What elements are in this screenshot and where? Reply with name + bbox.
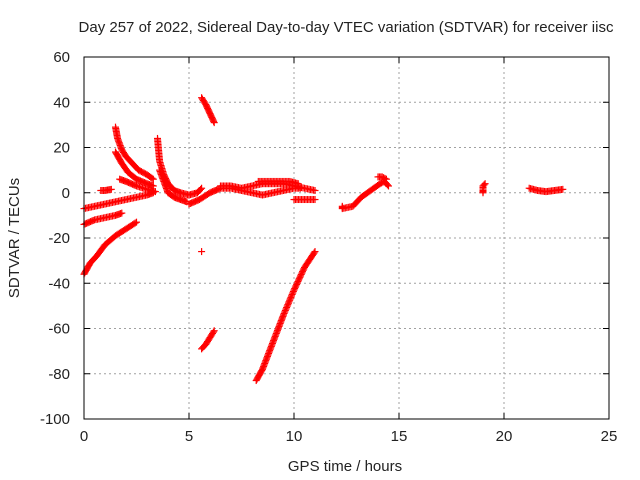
y-tick-label: 40: [53, 94, 70, 111]
grid: [84, 57, 609, 419]
data-point: [133, 218, 140, 226]
x-tick-label: 20: [496, 428, 513, 445]
chart-title: Day 257 of 2022, Sidereal Day-to-day VTE…: [79, 19, 614, 36]
data-point: [294, 180, 302, 188]
x-tick-label: 15: [391, 428, 408, 445]
data-point: [198, 248, 206, 256]
data-point: [198, 184, 206, 192]
data-point: [382, 175, 390, 183]
y-tick-label: 60: [53, 49, 70, 66]
data-point: [210, 119, 218, 127]
data-point: [559, 185, 567, 193]
data-point: [311, 248, 319, 256]
data-point: [480, 181, 488, 189]
data-point: [381, 174, 389, 182]
data-point: [107, 185, 115, 193]
y-tick-label: -40: [48, 275, 70, 292]
y-tick-label: -80: [48, 366, 70, 383]
data-point: [481, 180, 489, 188]
x-tick-label: 10: [286, 428, 303, 445]
x-tick-label: 5: [185, 428, 193, 445]
x-tick-label: 25: [601, 428, 618, 445]
data-point: [383, 181, 391, 189]
data-point: [311, 196, 319, 204]
y-axis-label: SDTVAR / TECUs: [6, 178, 23, 298]
data-points: [80, 94, 567, 385]
data-point: [197, 185, 205, 193]
y-tick-label: -100: [40, 411, 70, 428]
data-point: [151, 188, 159, 196]
x-tick-label: 0: [80, 428, 88, 445]
data-point: [310, 249, 318, 257]
x-axis-label: GPS time / hours: [288, 458, 402, 475]
data-point: [210, 327, 218, 335]
data-point: [131, 219, 139, 227]
data-point: [149, 175, 157, 183]
data-point: [311, 186, 319, 194]
data-point: [149, 182, 157, 190]
y-tick-label: 0: [62, 185, 70, 202]
data-point: [209, 328, 217, 336]
data-point: [118, 209, 126, 217]
axis-ticks: 0 5 10 15 20 25 -100 -80 -60 -40 -20 0 20 40 60: [40, 49, 617, 445]
y-tick-label: -20: [48, 230, 70, 247]
y-tick-label: 20: [53, 140, 70, 157]
data-point: [148, 174, 156, 182]
y-tick-label: -60: [48, 321, 70, 338]
data-point: [385, 182, 392, 190]
